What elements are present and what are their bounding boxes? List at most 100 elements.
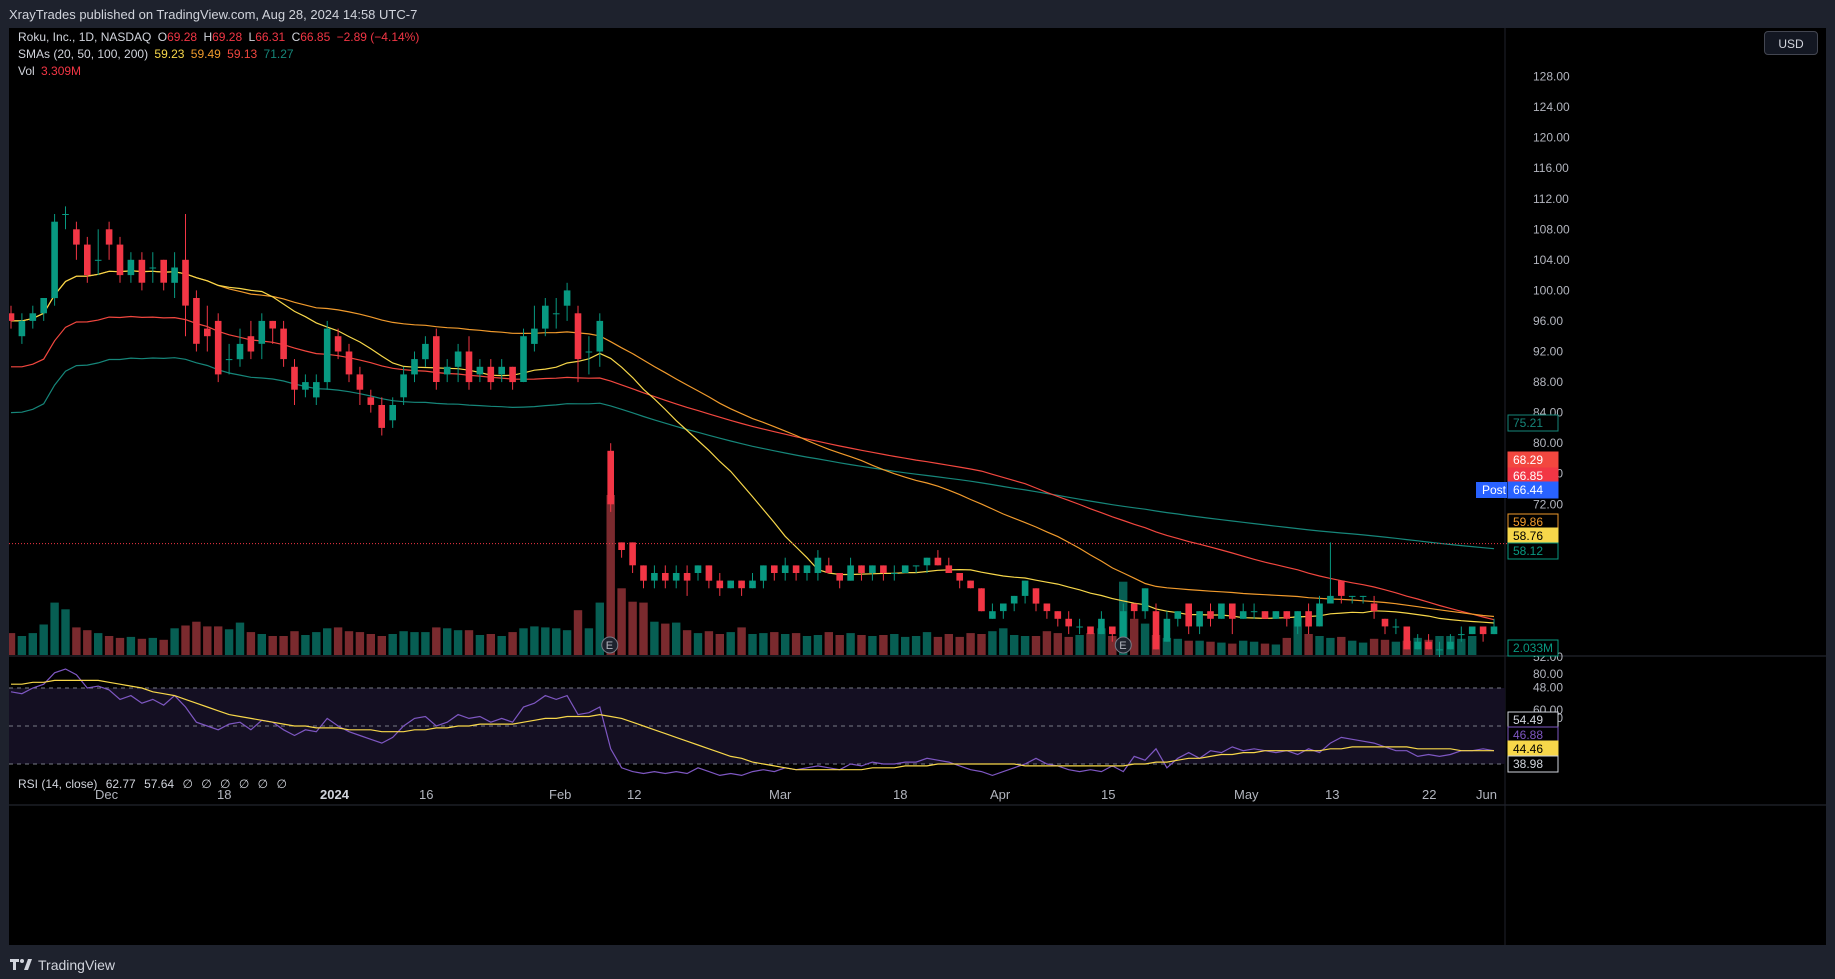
- price-tick-label-6: 104.00: [1533, 253, 1570, 267]
- volume-bar: [748, 634, 757, 655]
- volume-bar: [170, 628, 179, 655]
- post-tag-label: Post: [1482, 483, 1507, 497]
- high-label: H: [203, 30, 213, 44]
- candle-body: [84, 244, 91, 276]
- volume-bar: [224, 629, 234, 655]
- candle-body: [280, 328, 287, 360]
- earnings-marker-icon: [601, 636, 619, 654]
- volume-bar: [530, 626, 539, 655]
- volume-bar: [1195, 640, 1204, 655]
- candle-body: [51, 221, 58, 299]
- volume-bar: [1140, 623, 1150, 655]
- volume-bar: [1369, 638, 1379, 655]
- chart-area[interactable]: 128.00 124.00 120.00 116.00 112.00 108.00 104.…: [9, 28, 1826, 945]
- volume-bar: [682, 630, 692, 655]
- volume-bar: [366, 634, 375, 655]
- candle-body: [705, 565, 713, 581]
- candle-body: [716, 580, 724, 589]
- symbol-name[interactable]: Roku, Inc., 1D, NASDAQ: [18, 30, 152, 44]
- sma50-line: [11, 270, 1495, 618]
- volume-bar: [1162, 637, 1172, 655]
- volume-bar: [246, 632, 256, 655]
- volume-bar: [508, 632, 517, 655]
- footer: TradingView: [0, 945, 1835, 979]
- candle-body: [1272, 611, 1280, 619]
- candle-body: [607, 450, 614, 505]
- volume-bar: [1075, 635, 1084, 655]
- volume-bar: [475, 635, 485, 655]
- price-marker-sma50: 59.86: [1513, 515, 1543, 529]
- candle-body: [1359, 595, 1367, 597]
- rsi-extra-5: ∅: [276, 777, 287, 791]
- volume-bar: [704, 631, 714, 655]
- volume-bar: [1239, 640, 1248, 655]
- candle-body: [411, 359, 418, 375]
- volume-bar: [126, 636, 136, 655]
- currency-button[interactable]: USD: [1764, 31, 1818, 55]
- volume-bar: [661, 623, 670, 655]
- candle-body: [1196, 611, 1203, 627]
- volume-bar: [72, 627, 81, 655]
- published-info: XrayTrades published on TradingView.com,…: [9, 7, 418, 22]
- earnings-marker-label: E: [1119, 640, 1126, 652]
- sma200-value: 71.27: [263, 47, 294, 61]
- sma100-value: 59.13: [227, 47, 258, 61]
- time-tick-label-10: May: [1234, 787, 1259, 802]
- candle-body: [934, 557, 942, 566]
- volume-bar: [901, 636, 910, 655]
- candle-body: [836, 573, 843, 581]
- candle-body: [1098, 618, 1105, 635]
- price-tick-label-4: 112.00: [1533, 192, 1569, 206]
- candle-body: [214, 320, 222, 375]
- volume-bar: [1108, 636, 1117, 655]
- candle-body: [182, 259, 189, 306]
- candle-body: [1403, 626, 1411, 650]
- volume-bar: [650, 621, 659, 655]
- sma200-line: [10, 357, 1495, 550]
- vol-label[interactable]: Vol: [18, 64, 35, 78]
- rsi-extra-2: ∅: [220, 777, 231, 791]
- candle-body: [956, 573, 963, 581]
- volume-bar: [410, 632, 419, 655]
- candle-body: [1152, 611, 1160, 650]
- candle-body: [618, 542, 625, 550]
- candle-body: [760, 565, 767, 581]
- volume-bar: [1228, 643, 1237, 655]
- candle-body: [1392, 626, 1400, 628]
- volume-bar: [541, 627, 550, 655]
- candle-body: [1174, 611, 1182, 619]
- time-tick-label-8: Apr: [990, 787, 1011, 802]
- candle-body: [29, 313, 37, 321]
- top-bar: XrayTrades published on TradingView.com,…: [0, 0, 1835, 28]
- volume-bar: [562, 630, 572, 655]
- price-chart[interactable]: 128.00 124.00 120.00 116.00 112.00 108.00 104.…: [9, 28, 1826, 945]
- candle-body: [1250, 611, 1258, 613]
- candle-body: [901, 565, 909, 573]
- candle-body: [803, 565, 811, 573]
- low-label: L: [248, 30, 256, 44]
- volume-bar: [639, 602, 648, 655]
- price-marker-sma20: 58.76: [1513, 529, 1543, 543]
- volume-bar: [1184, 640, 1193, 655]
- tradingview-brand[interactable]: TradingView: [10, 957, 115, 973]
- volume-bar: [39, 624, 48, 655]
- candle-body: [1021, 580, 1029, 596]
- volume-bar: [159, 639, 168, 655]
- candle-body: [967, 580, 974, 589]
- candle-body: [923, 557, 931, 566]
- volume-bar: [1457, 638, 1466, 655]
- time-tick-label-4: Feb: [549, 787, 571, 802]
- volume-bar: [1282, 637, 1291, 655]
- candle-body: [160, 259, 167, 283]
- volume-bar: [1086, 633, 1095, 655]
- volume-bar: [552, 628, 561, 655]
- rsi-label[interactable]: RSI (14, close): [18, 777, 98, 791]
- volume-bar: [1173, 638, 1182, 655]
- candle-body: [891, 573, 898, 574]
- symbol-legend: Roku, Inc., 1D, NASDAQ O69.28 H69.28 L66…: [18, 30, 422, 44]
- candle-body: [1076, 626, 1083, 628]
- candle-body: [443, 366, 451, 375]
- sma-label[interactable]: SMAs (20, 50, 100, 200): [18, 47, 149, 61]
- volume-bar: [464, 630, 474, 655]
- volume-bar: [312, 632, 321, 655]
